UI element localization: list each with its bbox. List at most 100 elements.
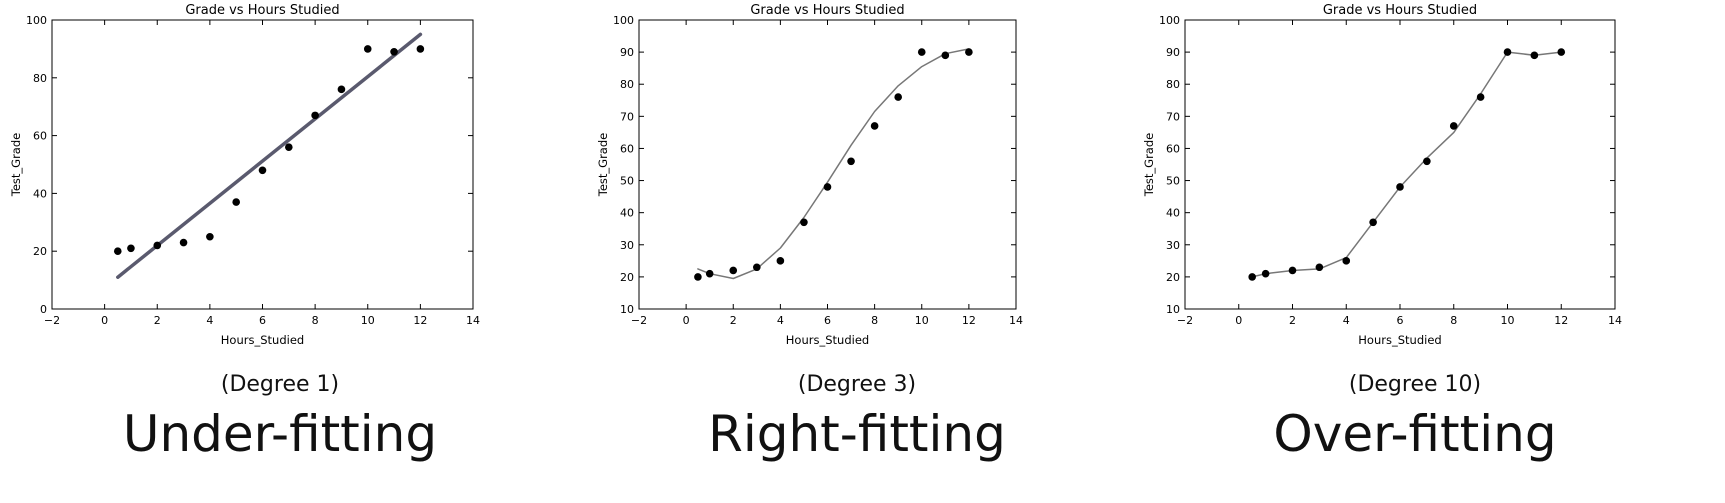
y-tick-label: 100 [26,14,47,27]
y-tick-label: 100 [1159,14,1180,27]
data-point [153,241,162,250]
y-tick-label: 80 [33,72,47,85]
data-point [1557,48,1566,56]
y-tick-label: 60 [620,142,634,155]
degree-caption: (Degree 10) [1348,372,1482,397]
data-point [1476,93,1485,101]
y-tick-label: 30 [1166,239,1180,252]
x-tick-label: 12 [1554,314,1568,327]
fit-caption: Right-fitting [708,405,1006,463]
data-point [941,51,950,60]
y-tick-label: 20 [1166,271,1180,284]
data-point [1315,263,1324,272]
x-tick-label: 6 [259,314,266,327]
data-point [823,183,832,191]
chart-panel-degree-3: Grade vs Hours Studied −2 0 2 4 6 8 10 12 14 10 20 3… [577,0,1137,503]
y-tick-label: 50 [620,175,634,188]
data-point [776,257,785,265]
chart-svg-degree-10: Grade vs Hours Studied −2 0 2 4 6 8 10 12 14 10 20 3… [1142,3,1622,347]
y-tick-label: 10 [620,303,634,316]
data-point [1288,266,1297,275]
x-tick-label: 10 [361,314,375,327]
data-point [1503,48,1512,56]
y-tick-label: 40 [620,207,634,220]
data-point [179,238,188,247]
x-tick-label: 10 [1501,314,1515,327]
x-tick-label: 0 [683,314,690,327]
fit-line [116,32,423,279]
x-tick-label: 2 [154,314,161,327]
fit-line [697,48,970,280]
x-tick-label: 4 [1343,314,1350,327]
fit-line [1251,51,1563,278]
x-tick-label: 4 [777,314,784,327]
data-point [232,198,240,206]
fit-caption: Under-fitting [122,405,438,463]
data-point [1530,51,1539,60]
y-tick-label: 100 [613,14,634,27]
x-tick-label: 10 [915,314,929,327]
x-tick-label: 0 [1235,314,1242,327]
x-tick-label: −2 [1177,314,1193,327]
data-point [894,93,902,101]
plot-frame [1184,19,1616,310]
degree-caption: (Degree 1) [220,372,340,397]
x-tick-label: 8 [312,314,319,327]
x-tick-label: 8 [871,314,878,327]
y-tick-label: 60 [33,130,47,143]
x-axis-label: Hours_Studied [1358,333,1441,347]
chart-panel-degree-10: Grade vs Hours Studied −2 0 2 4 6 8 10 12 14 10 20 3… [1135,0,1695,503]
data-point [1369,218,1377,227]
data-point [705,269,714,278]
data-point [337,85,346,94]
data-point [729,266,738,275]
x-axis-label: Hours_Studied [221,333,304,347]
y-tick-label: 70 [1166,110,1180,123]
y-tick-label: 90 [620,46,634,59]
x-tick-label: 14 [1009,314,1023,327]
y-axis-label: Test_Grade [9,133,23,197]
x-tick-label: 0 [101,314,108,327]
plot-frame [51,19,474,310]
data-point [1261,269,1270,278]
y-tick-label: 80 [1166,78,1180,91]
chart-panel-degree-1: Grade vs Hours Studied −2 0 2 4 6 8 10 12 14 0 20 40… [0,0,560,503]
data-point [965,48,973,56]
y-tick-label: 50 [1166,175,1180,188]
data-point [258,166,267,175]
data-point [311,111,319,120]
data-point [285,143,293,151]
x-tick-label: −2 [44,314,60,327]
data-point [694,273,702,281]
x-tick-label: 14 [1608,314,1622,327]
x-tick-label: 2 [1289,314,1296,327]
y-tick-label: 20 [33,245,47,258]
y-tick-label: 60 [1166,142,1180,155]
data-point [870,122,879,130]
y-tick-label: 20 [620,271,634,284]
data-point [847,157,855,166]
y-tick-label: 10 [1166,303,1180,316]
data-point [753,263,761,272]
fit-caption: Over-fitting [1273,405,1557,463]
x-tick-label: −2 [631,314,647,327]
data-point [1423,157,1431,166]
y-axis-label: Test_Grade [1142,133,1156,197]
data-point [1342,257,1351,265]
x-tick-label: 12 [962,314,976,327]
plot-frame [638,19,1017,310]
x-axis-label: Hours_Studied [786,333,869,347]
data-point [363,45,372,53]
data-point [1396,183,1404,191]
data-point [113,247,122,255]
x-tick-label: 4 [206,314,213,327]
y-tick-label: 90 [1166,46,1180,59]
x-tick-label: 6 [824,314,831,327]
data-point [1449,122,1458,130]
y-axis-label: Test_Grade [596,133,610,197]
data-point [206,232,214,241]
y-tick-label: 0 [40,303,47,316]
y-tick-label: 80 [620,78,634,91]
x-tick-label: 8 [1450,314,1457,327]
y-tick-label: 40 [33,187,47,200]
